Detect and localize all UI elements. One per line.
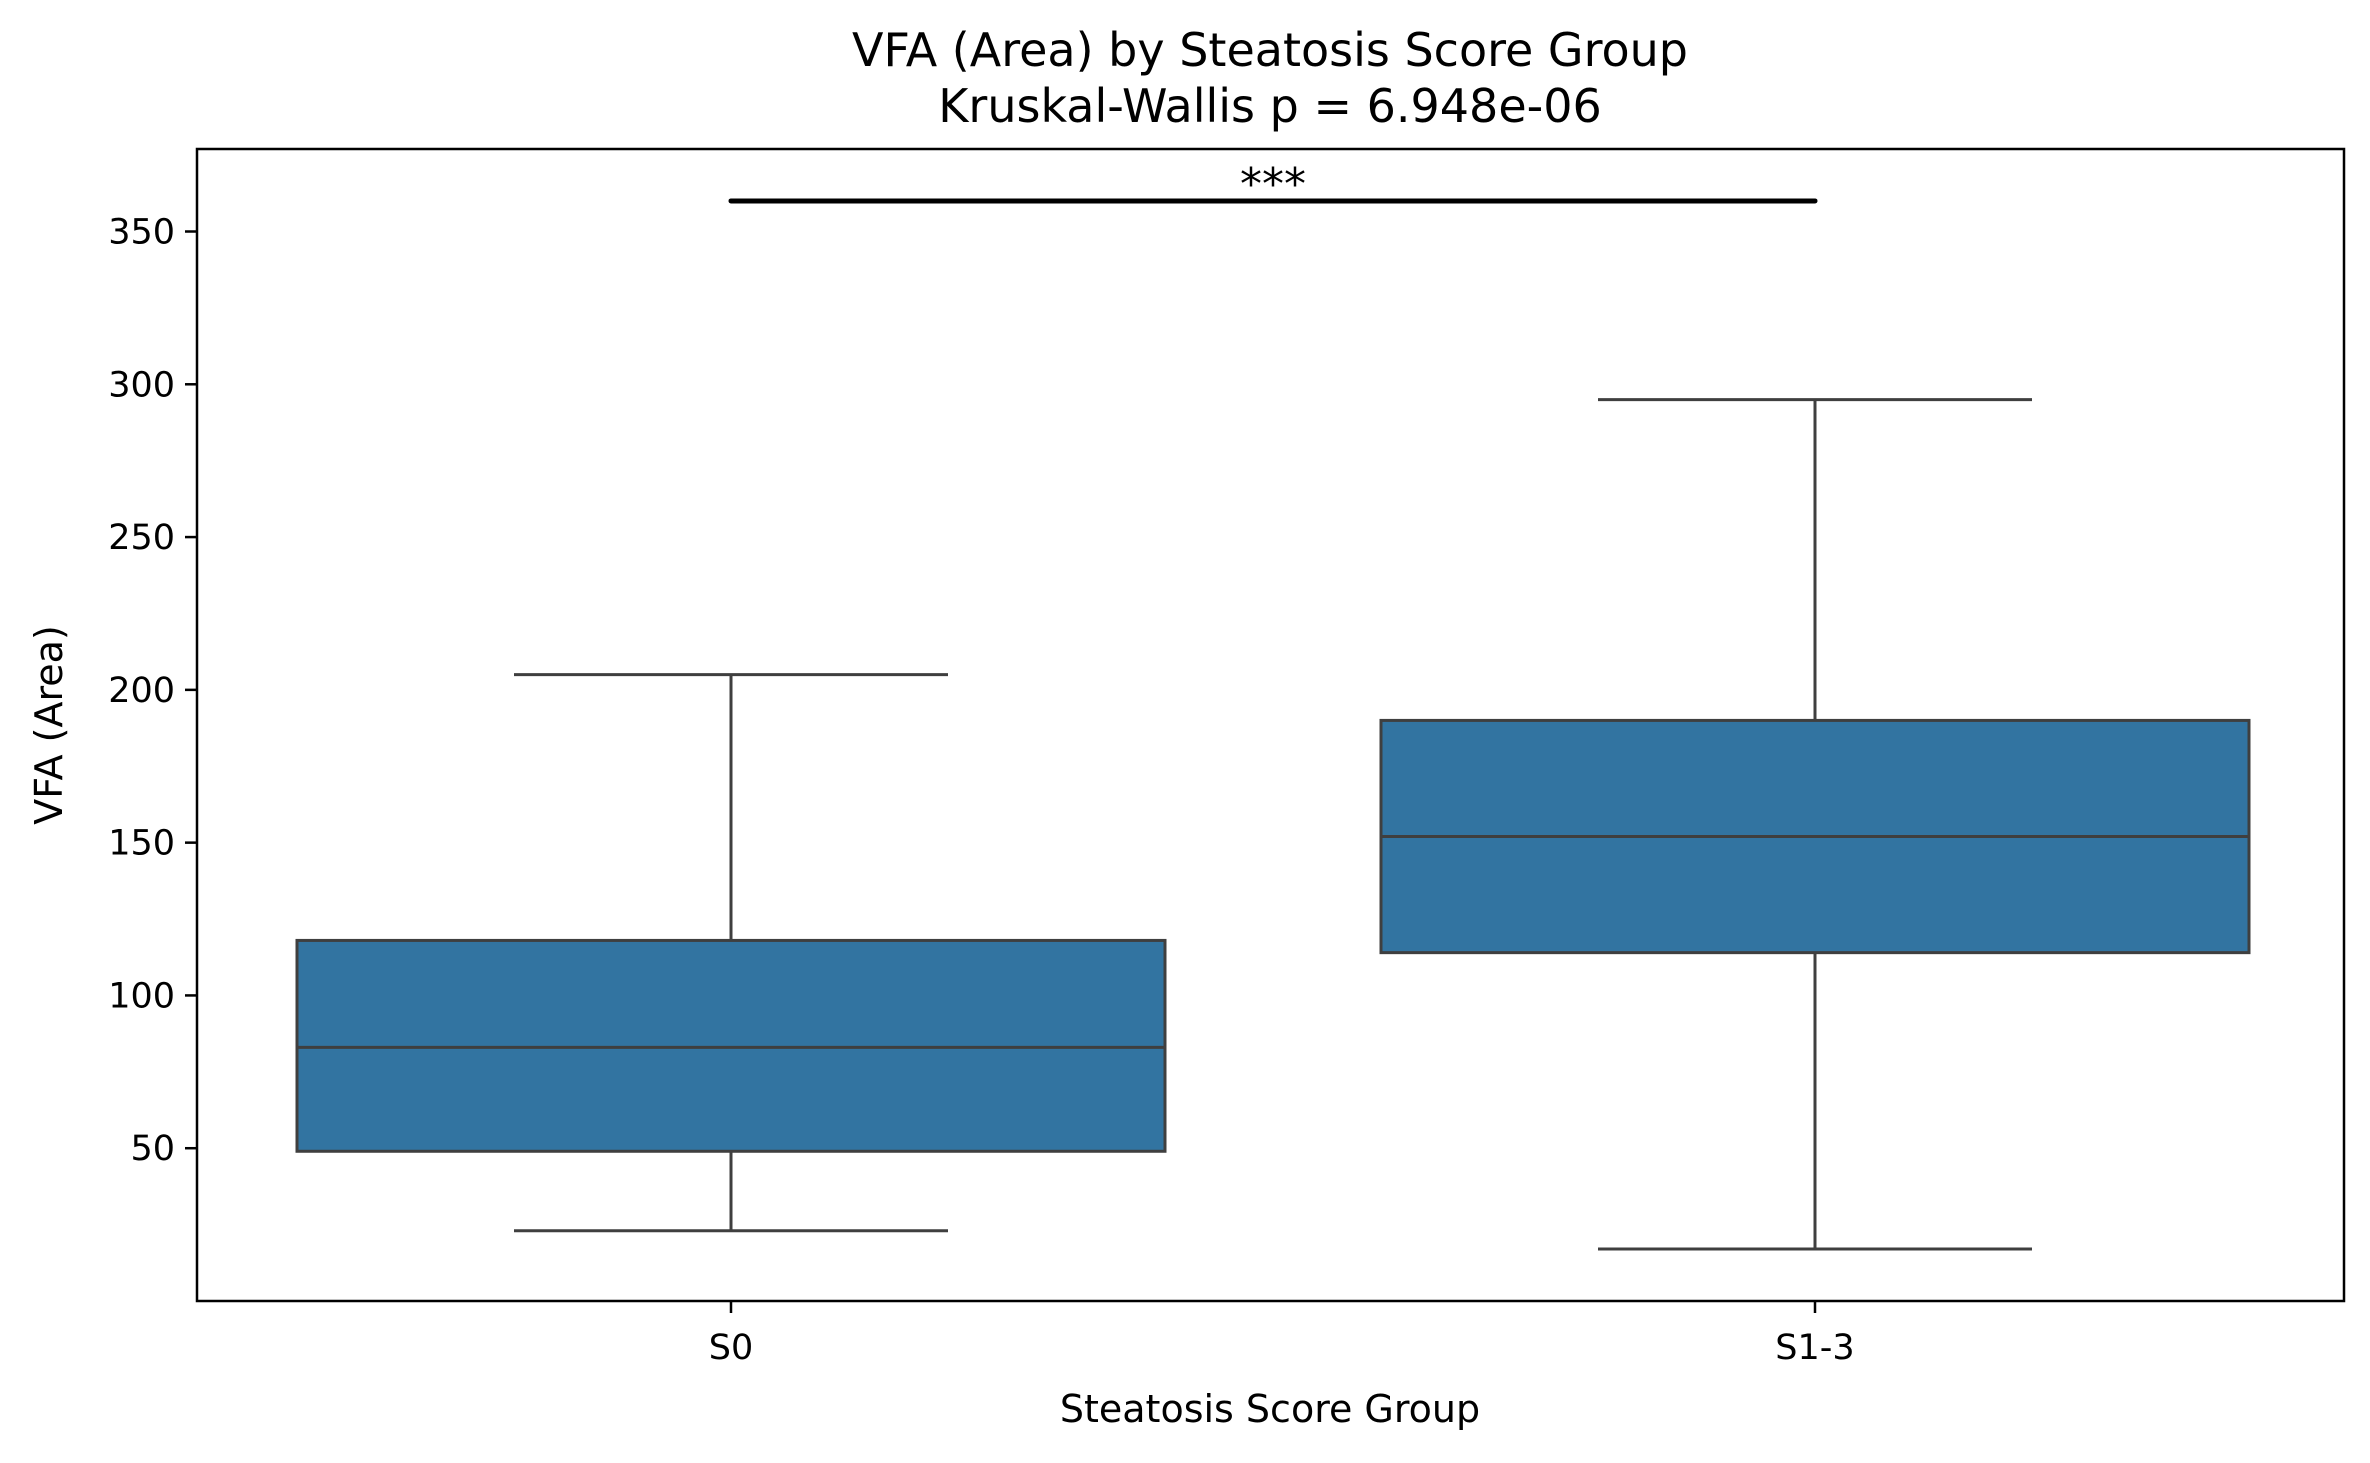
box-group-s1-3 [1379,398,2251,1251]
y-tick-label: 100 [108,976,175,1016]
significance-stars: *** [1240,159,1306,210]
x-axis: S0 S1-3 [709,1301,1855,1368]
y-axis: 50 100 150 200 250 300 350 [108,213,197,1169]
plot-frame [195,147,2346,1303]
y-tick-label: 350 [108,213,175,253]
y-tick-label: 50 [130,1129,175,1169]
plot-layer: *** [295,159,2251,1251]
y-tick-label: 250 [108,518,175,558]
x-tick-label: S0 [709,1328,754,1368]
chart-subtitle: Kruskal-Wallis p = 6.948e-06 [938,79,1602,133]
y-tick-label: 300 [108,365,175,405]
y-axis-label: VFA (Area) [27,625,71,825]
x-axis-label: Steatosis Score Group [1060,1387,1480,1431]
box-group-s0 [295,673,1167,1233]
y-tick-label: 200 [108,671,175,711]
y-tick-label: 150 [108,824,175,864]
chart-title: VFA (Area) by Steatosis Score Group [852,23,1688,77]
x-tick-label: S1-3 [1775,1328,1854,1368]
iqr-box [295,938,1167,1153]
